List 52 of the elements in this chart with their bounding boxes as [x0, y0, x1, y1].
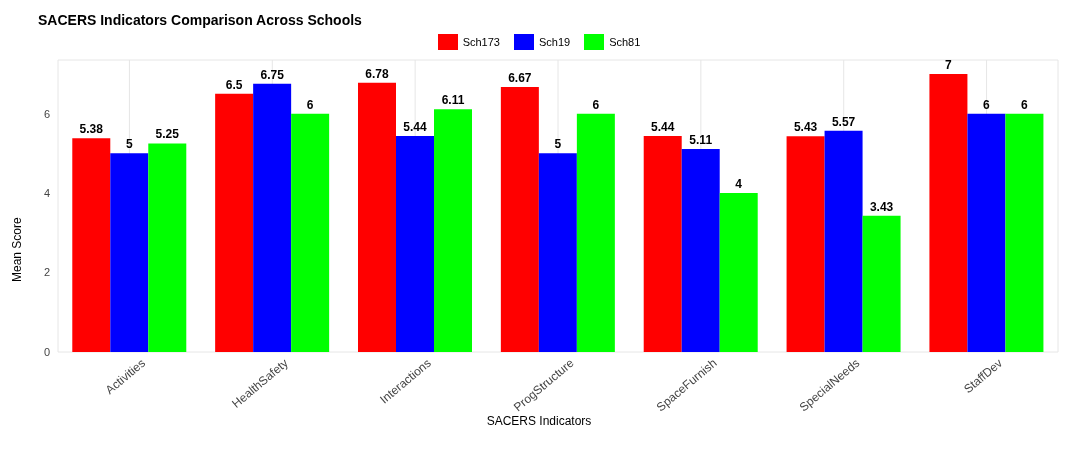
data-label: 6.78 [365, 66, 389, 81]
bar [110, 153, 149, 352]
bar [396, 135, 434, 352]
data-label: 5.25 [155, 127, 180, 142]
bar [434, 109, 472, 352]
y-tick-label: 6 [43, 107, 50, 120]
bar [643, 135, 682, 352]
bar [358, 82, 396, 352]
bar [862, 215, 901, 352]
bar [500, 87, 539, 352]
bar [824, 130, 863, 352]
data-label: 6.5 [225, 77, 243, 92]
x-axis-title: SACERS Indicators [485, 414, 593, 428]
data-label: 5.44 [651, 119, 675, 134]
legend-label: Sch81 [609, 36, 641, 48]
bar [72, 138, 111, 352]
bar [538, 153, 577, 352]
y-axis-title: Mean Score [10, 217, 24, 282]
data-label: 6.11 [441, 93, 465, 108]
data-label: 5 [554, 137, 562, 152]
bar [786, 136, 825, 352]
bar [215, 93, 254, 352]
bar [576, 113, 615, 352]
data-label: 5.44 [403, 119, 427, 134]
bar [291, 113, 330, 352]
y-tick-label: 0 [43, 345, 50, 358]
chart-title: SACERS Indicators Comparison Across Schools [37, 11, 363, 30]
bar [253, 83, 292, 352]
data-label: 5 [125, 137, 133, 152]
y-tick-label: 4 [43, 186, 50, 199]
bar [681, 148, 720, 352]
data-label: 7 [945, 57, 953, 72]
bar [148, 143, 187, 352]
data-label: 4 [735, 177, 743, 192]
y-tick-label: 2 [43, 266, 50, 279]
bar [967, 113, 1006, 352]
data-label: 6.67 [508, 71, 532, 86]
data-label: 3.43 [869, 199, 894, 214]
data-label: 5.38 [79, 122, 104, 137]
bar [1005, 113, 1044, 352]
data-label: 6 [983, 97, 991, 112]
data-label: 6 [592, 97, 600, 112]
data-label: 6.75 [260, 67, 285, 82]
data-label: 6 [306, 97, 314, 112]
bar [929, 73, 968, 352]
data-label: 5.11 [689, 132, 713, 147]
legend-label: Sch173 [462, 36, 500, 48]
legend-label: Sch19 [538, 36, 571, 48]
data-label: 5.57 [831, 114, 856, 129]
data-label: 5.43 [793, 120, 818, 135]
bar [719, 193, 758, 352]
data-label: 6 [1021, 97, 1029, 112]
